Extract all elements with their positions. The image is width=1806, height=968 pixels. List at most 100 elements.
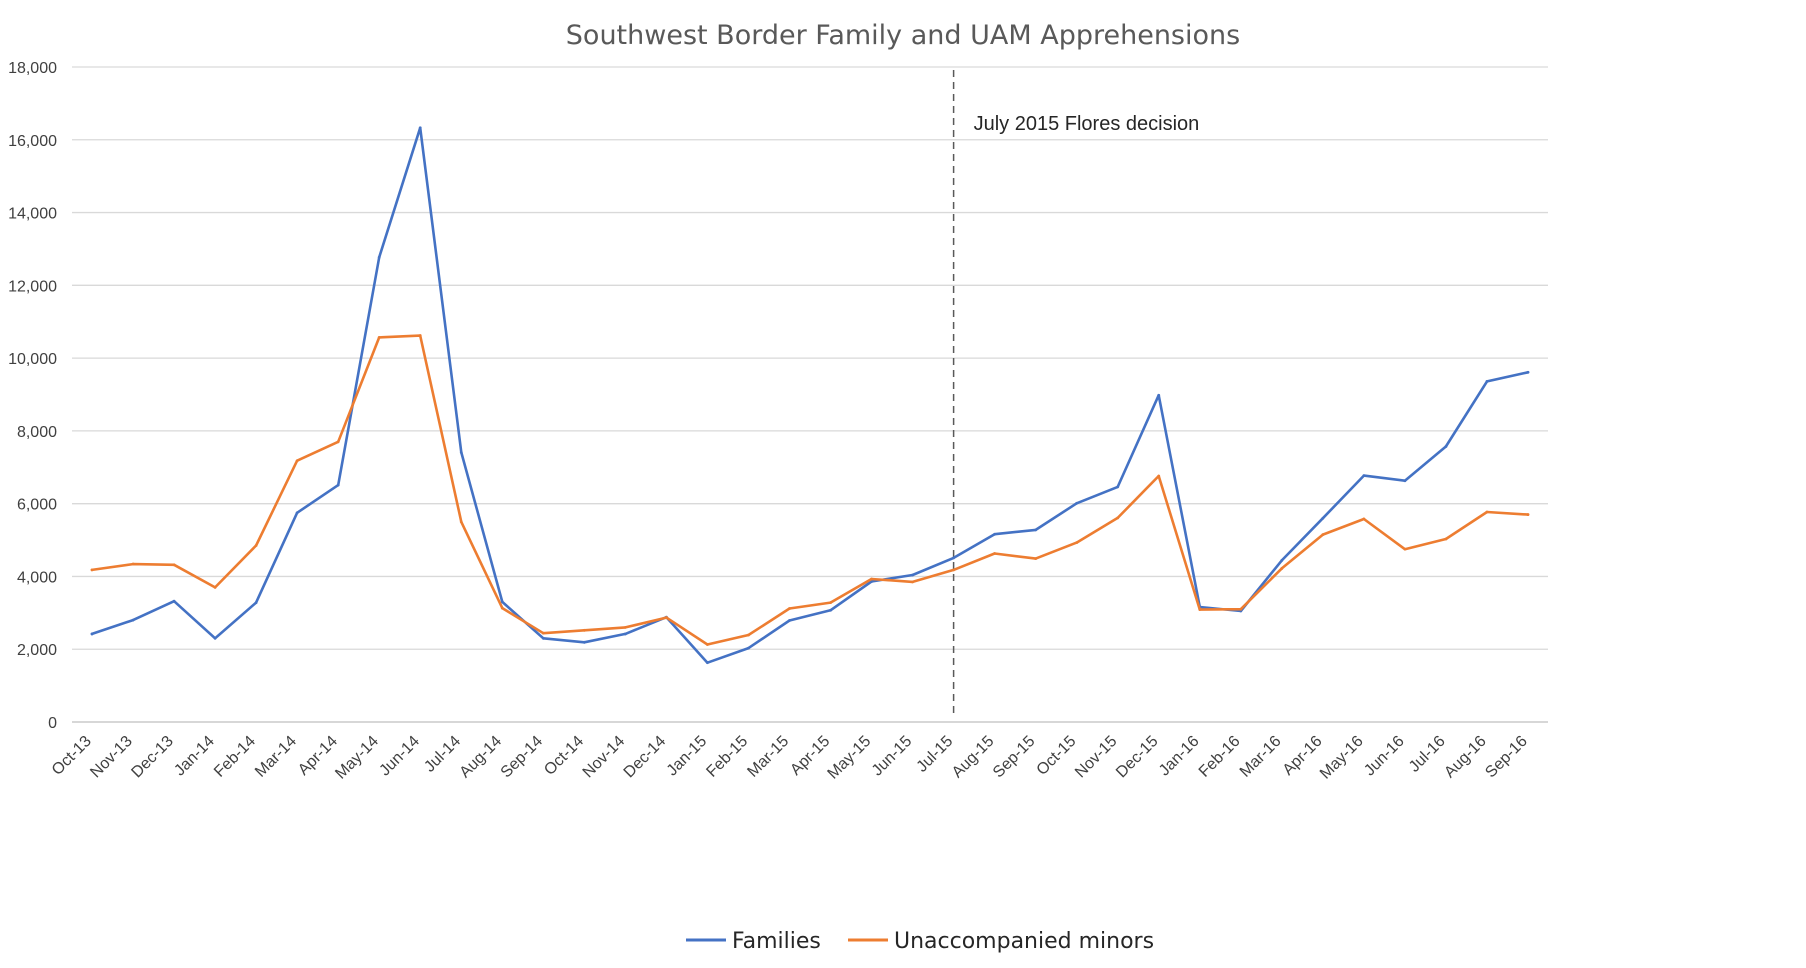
data-point xyxy=(295,459,299,463)
y-axis-ticks: 0 2,000 4,000 6,000 8,000 10,000 12,000 14,000 1… xyxy=(8,60,57,732)
data-point xyxy=(747,633,750,637)
y-tick-label: 14,000 xyxy=(8,206,57,223)
data-point xyxy=(1198,608,1202,611)
x-tick-label: Feb-16 xyxy=(1196,733,1244,781)
y-tick-label: 4,000 xyxy=(17,569,57,586)
x-tick-label: Oct-14 xyxy=(541,733,587,779)
data-point xyxy=(1034,557,1038,561)
legend-label-unaccompanied-minors: Unaccompanied minors xyxy=(894,929,1154,954)
data-point xyxy=(1362,517,1366,521)
y-tick-label: 2,000 xyxy=(17,642,57,659)
x-tick-label: May-14 xyxy=(332,733,382,783)
x-tick-label: Aug-15 xyxy=(949,733,998,782)
data-point xyxy=(336,483,340,487)
annotation-layer: July 2015 Flores decision xyxy=(952,70,1200,717)
data-point xyxy=(1321,516,1325,520)
data-point xyxy=(1403,547,1407,551)
data-point xyxy=(377,335,381,339)
data-point xyxy=(336,440,340,444)
data-point xyxy=(582,628,586,632)
legend: Families Unaccompanied minors xyxy=(686,929,1154,954)
data-point xyxy=(131,562,135,566)
data-point xyxy=(90,632,94,636)
x-tick-label: Feb-15 xyxy=(703,733,751,781)
data-point xyxy=(131,618,135,622)
data-point xyxy=(911,580,914,584)
data-point xyxy=(254,601,258,605)
x-tick-label: May-15 xyxy=(825,733,875,783)
x-tick-label: Oct-13 xyxy=(49,733,95,779)
data-point xyxy=(870,577,873,581)
x-tick-label: Jun-16 xyxy=(1361,733,1408,780)
data-point xyxy=(788,619,791,622)
x-tick-label: Jan-14 xyxy=(171,733,218,780)
data-point xyxy=(1116,516,1120,520)
data-point xyxy=(295,511,299,515)
x-tick-label: Feb-14 xyxy=(211,733,259,781)
x-tick-label: Jan-15 xyxy=(664,733,711,780)
data-point xyxy=(541,636,545,640)
data-point xyxy=(1075,501,1079,505)
x-tick-label: Dec-14 xyxy=(621,733,670,782)
data-point xyxy=(1075,541,1079,545)
x-tick-label: Dec-13 xyxy=(128,733,177,782)
data-point xyxy=(459,520,463,524)
data-point xyxy=(1239,607,1243,611)
x-tick-label: Nov-13 xyxy=(87,733,136,782)
y-tick-label: 6,000 xyxy=(17,497,57,514)
data-point xyxy=(623,625,627,629)
data-point xyxy=(90,568,94,572)
x-tick-label: Nov-15 xyxy=(1072,733,1121,782)
data-point xyxy=(952,556,955,560)
data-point xyxy=(706,661,709,665)
data-point xyxy=(1280,559,1284,562)
data-point xyxy=(1444,445,1448,448)
data-point xyxy=(500,606,504,610)
y-tick-label: 0 xyxy=(48,715,57,732)
data-point xyxy=(1116,485,1120,489)
chart-title: Southwest Border Family and UAM Apprehen… xyxy=(566,20,1240,51)
data-point xyxy=(1321,533,1325,536)
data-point xyxy=(1157,474,1161,478)
gridlines xyxy=(72,66,1548,723)
data-point xyxy=(788,607,791,610)
x-tick-label: Oct-15 xyxy=(1034,733,1080,779)
x-tick-label: Jan-16 xyxy=(1156,733,1203,780)
data-point xyxy=(377,255,381,259)
data-point xyxy=(952,568,955,572)
x-tick-label: May-16 xyxy=(1317,733,1367,783)
data-point xyxy=(1526,370,1530,374)
series-lines xyxy=(90,126,1530,665)
x-axis-ticks: Oct-13Nov-13Dec-13Jan-14Feb-14Mar-14Apr-… xyxy=(49,733,1531,783)
x-tick-label: Jun-15 xyxy=(869,733,916,780)
data-point xyxy=(993,532,997,536)
data-point xyxy=(1362,474,1366,478)
x-tick-label: Nov-14 xyxy=(580,733,629,782)
data-point xyxy=(829,608,832,612)
data-point xyxy=(459,450,463,454)
x-tick-label: Aug-14 xyxy=(457,733,506,782)
y-tick-label: 10,000 xyxy=(8,351,57,368)
data-point xyxy=(172,599,176,603)
data-point xyxy=(1444,537,1448,541)
x-tick-label: Jun-14 xyxy=(376,733,423,780)
data-point xyxy=(623,632,627,636)
data-point xyxy=(1034,528,1038,532)
data-point xyxy=(1403,479,1407,483)
x-tick-label: Sep-14 xyxy=(498,733,547,782)
data-point xyxy=(1485,510,1489,514)
data-point xyxy=(213,585,217,589)
y-tick-label: 12,000 xyxy=(8,278,57,295)
series-line-unaccompanied-minors xyxy=(90,334,1530,646)
data-point xyxy=(993,552,997,555)
x-tick-label: Sep-16 xyxy=(1482,733,1531,782)
legend-label-families: Families xyxy=(732,929,821,954)
data-point xyxy=(418,334,422,337)
flores-decision-annotation: July 2015 Flores decision xyxy=(974,113,1200,135)
data-point xyxy=(1485,380,1489,383)
data-point xyxy=(706,643,709,646)
data-point xyxy=(1280,567,1284,570)
data-point xyxy=(172,563,176,567)
